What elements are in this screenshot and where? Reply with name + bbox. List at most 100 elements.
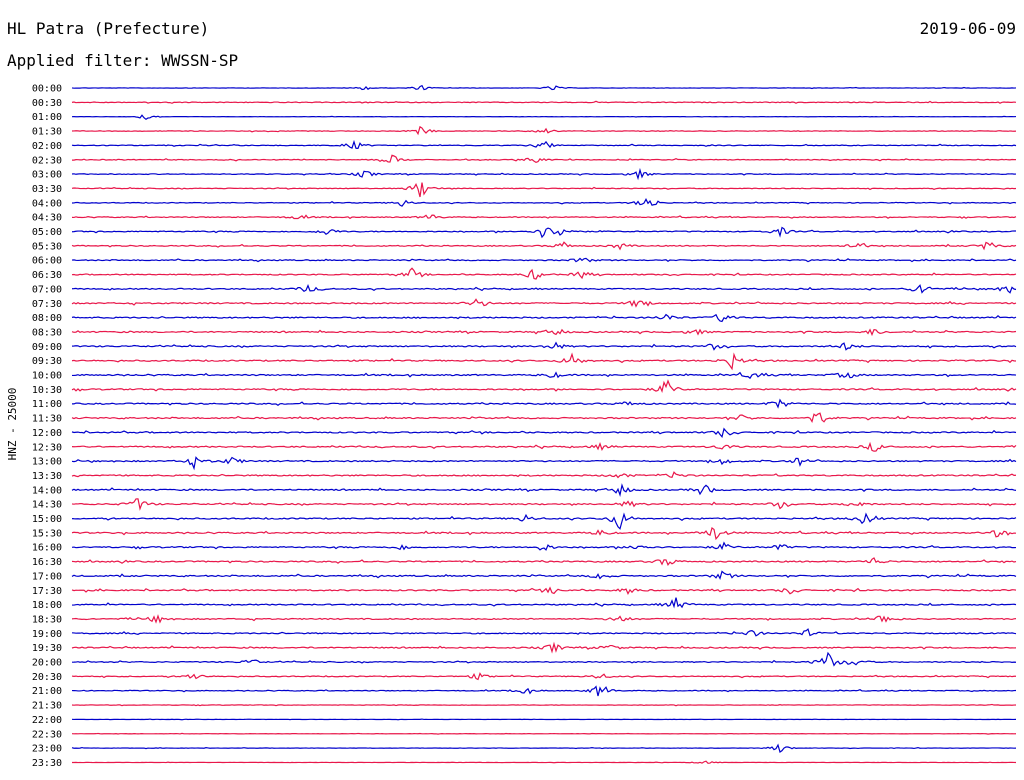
seismic-trace <box>71 685 1017 697</box>
seismic-trace <box>71 398 1017 409</box>
time-tick-label: 21:30 <box>32 701 62 712</box>
seismic-trace <box>71 114 1017 121</box>
time-tick-label: 03:30 <box>32 184 62 195</box>
seismic-trace <box>71 597 1017 609</box>
seismic-trace <box>71 182 1017 198</box>
time-tick-label: 22:00 <box>32 715 62 726</box>
seismic-trace <box>71 498 1017 511</box>
seismic-trace <box>71 760 1017 764</box>
seismic-trace <box>71 313 1017 323</box>
time-tick-label: 18:30 <box>32 614 62 625</box>
time-tick-label: 02:30 <box>32 155 62 166</box>
time-tick-label: 04:00 <box>32 198 62 209</box>
time-tick-label: 03:00 <box>32 170 62 181</box>
time-tick-label: 11:30 <box>32 414 62 425</box>
seismic-trace <box>71 379 1017 394</box>
time-tick-label: 21:00 <box>32 686 62 697</box>
seismic-trace <box>72 154 1017 164</box>
time-tick-label: 19:30 <box>32 643 62 654</box>
time-tick-label: 23:00 <box>32 744 62 755</box>
seismic-trace <box>71 703 1017 707</box>
seismic-trace <box>71 718 1017 721</box>
time-tick-label: 14:30 <box>32 500 62 511</box>
time-tick-label: 13:30 <box>32 471 62 482</box>
seismic-trace <box>71 125 1017 136</box>
seismic-trace <box>71 257 1017 263</box>
y-axis-label: HNZ - 25000 <box>6 388 19 461</box>
time-tick-label: 17:30 <box>32 586 62 597</box>
time-tick-label: 09:30 <box>32 356 62 367</box>
seismic-trace <box>71 651 1017 667</box>
seismic-trace <box>71 328 1017 337</box>
seismic-trace <box>71 732 1017 735</box>
seismic-trace <box>71 226 1016 239</box>
time-tick-label: 00:00 <box>32 84 62 95</box>
seismic-trace <box>71 641 1017 654</box>
time-tick-label: 17:00 <box>32 571 62 582</box>
seismic-trace <box>71 672 1017 681</box>
time-tick-label: 18:00 <box>32 600 62 611</box>
time-tick-label: 07:00 <box>32 284 62 295</box>
seismic-trace <box>71 412 1017 423</box>
seismic-trace <box>71 541 1017 551</box>
filter-label: Applied filter: WWSSN-SP <box>7 51 239 70</box>
time-tick-label: 06:30 <box>32 270 62 281</box>
seismic-trace <box>72 371 1017 380</box>
seismic-trace <box>71 167 1017 181</box>
time-tick-label: 20:30 <box>32 672 62 683</box>
seismic-trace <box>71 298 1017 308</box>
time-tick-label: 10:30 <box>32 385 62 396</box>
time-tick-label: 11:00 <box>32 399 62 410</box>
time-tick-label: 22:30 <box>32 729 62 740</box>
seismic-trace <box>71 483 1017 497</box>
time-tick-label: 05:30 <box>32 241 62 252</box>
station-title: HL Patra (Prefecture) <box>7 19 210 38</box>
time-tick-label: 20:00 <box>32 658 62 669</box>
seismic-trace <box>71 527 1017 541</box>
time-tick-label: 07:30 <box>32 299 62 310</box>
seismic-trace <box>71 427 1017 438</box>
seismic-trace <box>71 441 1017 452</box>
seismic-trace <box>71 586 1017 595</box>
time-tick-label: 10:00 <box>32 371 62 382</box>
time-tick-label: 15:30 <box>32 528 62 539</box>
time-tick-label: 05:00 <box>32 227 62 238</box>
time-tick-label: 12:30 <box>32 442 62 453</box>
time-tick-label: 23:30 <box>32 758 62 769</box>
seismic-trace <box>71 743 1017 753</box>
time-tick-label: 15:00 <box>32 514 62 525</box>
seismic-trace <box>71 100 1017 104</box>
time-tick-label: 06:00 <box>32 256 62 267</box>
time-tick-label: 01:30 <box>32 127 62 138</box>
time-tick-label: 08:00 <box>32 313 62 324</box>
time-tick-label: 00:30 <box>32 98 62 109</box>
seismic-trace <box>71 557 1017 566</box>
time-tick-label: 12:00 <box>32 428 62 439</box>
seismic-trace <box>71 139 1017 150</box>
time-tick-label: 16:00 <box>32 543 62 554</box>
seismic-trace <box>71 341 1017 351</box>
seismic-trace <box>71 628 1017 637</box>
time-tick-label: 14:00 <box>32 485 62 496</box>
seismic-trace <box>71 84 1017 91</box>
time-tick-label: 09:00 <box>32 342 62 353</box>
time-tick-label: 13:00 <box>32 457 62 468</box>
seismic-trace <box>71 456 1017 471</box>
seismic-trace <box>71 471 1017 479</box>
record-date: 2019-06-09 <box>919 19 1016 38</box>
seismic-trace <box>71 241 1017 251</box>
seismic-trace <box>71 570 1017 580</box>
trace-rows: 00:00 00:30 01:00 01:30 02:00 02:30 03:00 03:30… <box>32 84 1017 769</box>
time-tick-label: 04:30 <box>32 213 62 224</box>
seismic-trace <box>71 267 1017 280</box>
time-tick-label: 16:30 <box>32 557 62 568</box>
seismic-trace <box>71 352 1017 371</box>
time-tick-label: 02:00 <box>32 141 62 152</box>
seismic-trace <box>71 284 1017 294</box>
time-tick-label: 19:00 <box>32 629 62 640</box>
seismic-trace <box>71 614 1017 624</box>
time-tick-label: 08:30 <box>32 327 62 338</box>
time-tick-label: 01:00 <box>32 112 62 123</box>
seismic-trace <box>71 214 1017 220</box>
